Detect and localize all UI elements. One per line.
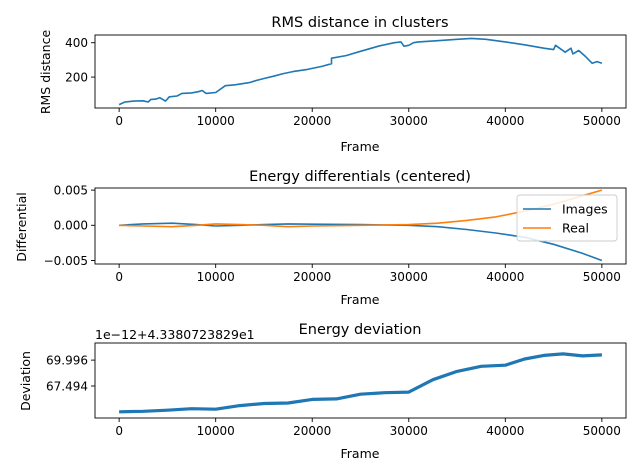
y-tick-label: −0.005 bbox=[44, 254, 88, 268]
legend-label: Real bbox=[562, 221, 589, 236]
y-axis-label: Deviation bbox=[18, 351, 33, 411]
legend-box bbox=[516, 194, 618, 242]
panel-energy-differentials: Energy differentials (centered) 0 10000 20… bbox=[14, 169, 627, 307]
x-tick-label: 40000 bbox=[486, 114, 524, 128]
x-tick-label: 30000 bbox=[390, 114, 428, 128]
axes-frame bbox=[94, 342, 627, 419]
y-axis-ticks: 67.494 69.996 bbox=[46, 353, 95, 393]
y-axis-ticks: −0.005 0.000 0.005 bbox=[44, 183, 95, 268]
axes-frame bbox=[94, 34, 627, 109]
x-tick-label: 30000 bbox=[390, 424, 428, 438]
x-tick-label: 50000 bbox=[583, 114, 621, 128]
plot-area bbox=[118, 37, 603, 106]
x-tick-label: 0 bbox=[115, 114, 123, 128]
x-axis-label: Frame bbox=[341, 139, 380, 154]
x-axis-label: Frame bbox=[341, 446, 380, 461]
y-tick-label: 200 bbox=[65, 70, 88, 84]
x-tick-label: 10000 bbox=[197, 270, 235, 284]
y-axis-label: RMS distance bbox=[38, 30, 53, 115]
plot-area bbox=[119, 352, 602, 414]
y-tick-label: 0.005 bbox=[54, 183, 88, 197]
x-axis-label: Frame bbox=[341, 292, 380, 307]
x-tick-label: 0 bbox=[115, 270, 123, 284]
panel-energy-deviation: Energy deviation 1e−12+4.3380723829e1 0 1… bbox=[18, 322, 627, 461]
y-tick-label: 0.000 bbox=[54, 219, 88, 233]
x-axis-ticks: 0 10000 20000 30000 40000 50000 bbox=[115, 108, 621, 128]
series-line bbox=[119, 352, 602, 414]
legend-label: Images bbox=[562, 202, 608, 217]
y-tick-label: 67.494 bbox=[46, 379, 88, 393]
x-tick-label: 10000 bbox=[197, 424, 235, 438]
chart-title: RMS distance in clusters bbox=[271, 15, 448, 31]
x-tick-label: 40000 bbox=[486, 270, 524, 284]
y-tick-label: 400 bbox=[65, 36, 88, 50]
x-axis-ticks: 0 10000 20000 30000 40000 50000 bbox=[115, 418, 621, 438]
series-line bbox=[118, 37, 603, 106]
y-tick-label: 69.996 bbox=[46, 353, 88, 367]
chart-title: Energy deviation bbox=[299, 322, 422, 338]
x-tick-label: 20000 bbox=[293, 114, 331, 128]
x-tick-label: 50000 bbox=[583, 424, 621, 438]
axes-frame bbox=[94, 187, 627, 265]
y-offset-text: 1e−12+4.3380723829e1 bbox=[95, 327, 255, 342]
x-tick-label: 10000 bbox=[197, 114, 235, 128]
x-tick-label: 30000 bbox=[390, 270, 428, 284]
x-tick-label: 0 bbox=[115, 424, 123, 438]
y-axis-label: Differential bbox=[14, 192, 29, 261]
x-tick-label: 20000 bbox=[293, 270, 331, 284]
y-axis-ticks: 200 400 bbox=[65, 36, 95, 84]
chart-title: Energy differentials (centered) bbox=[249, 169, 471, 185]
legend: Images Real bbox=[516, 194, 618, 242]
panel-rms: RMS distance in clusters 0 10000 20000 3000… bbox=[38, 15, 627, 154]
x-tick-label: 20000 bbox=[293, 424, 331, 438]
x-tick-label: 50000 bbox=[583, 270, 621, 284]
x-axis-ticks: 0 10000 20000 30000 40000 50000 bbox=[115, 264, 621, 284]
x-tick-label: 40000 bbox=[486, 424, 524, 438]
